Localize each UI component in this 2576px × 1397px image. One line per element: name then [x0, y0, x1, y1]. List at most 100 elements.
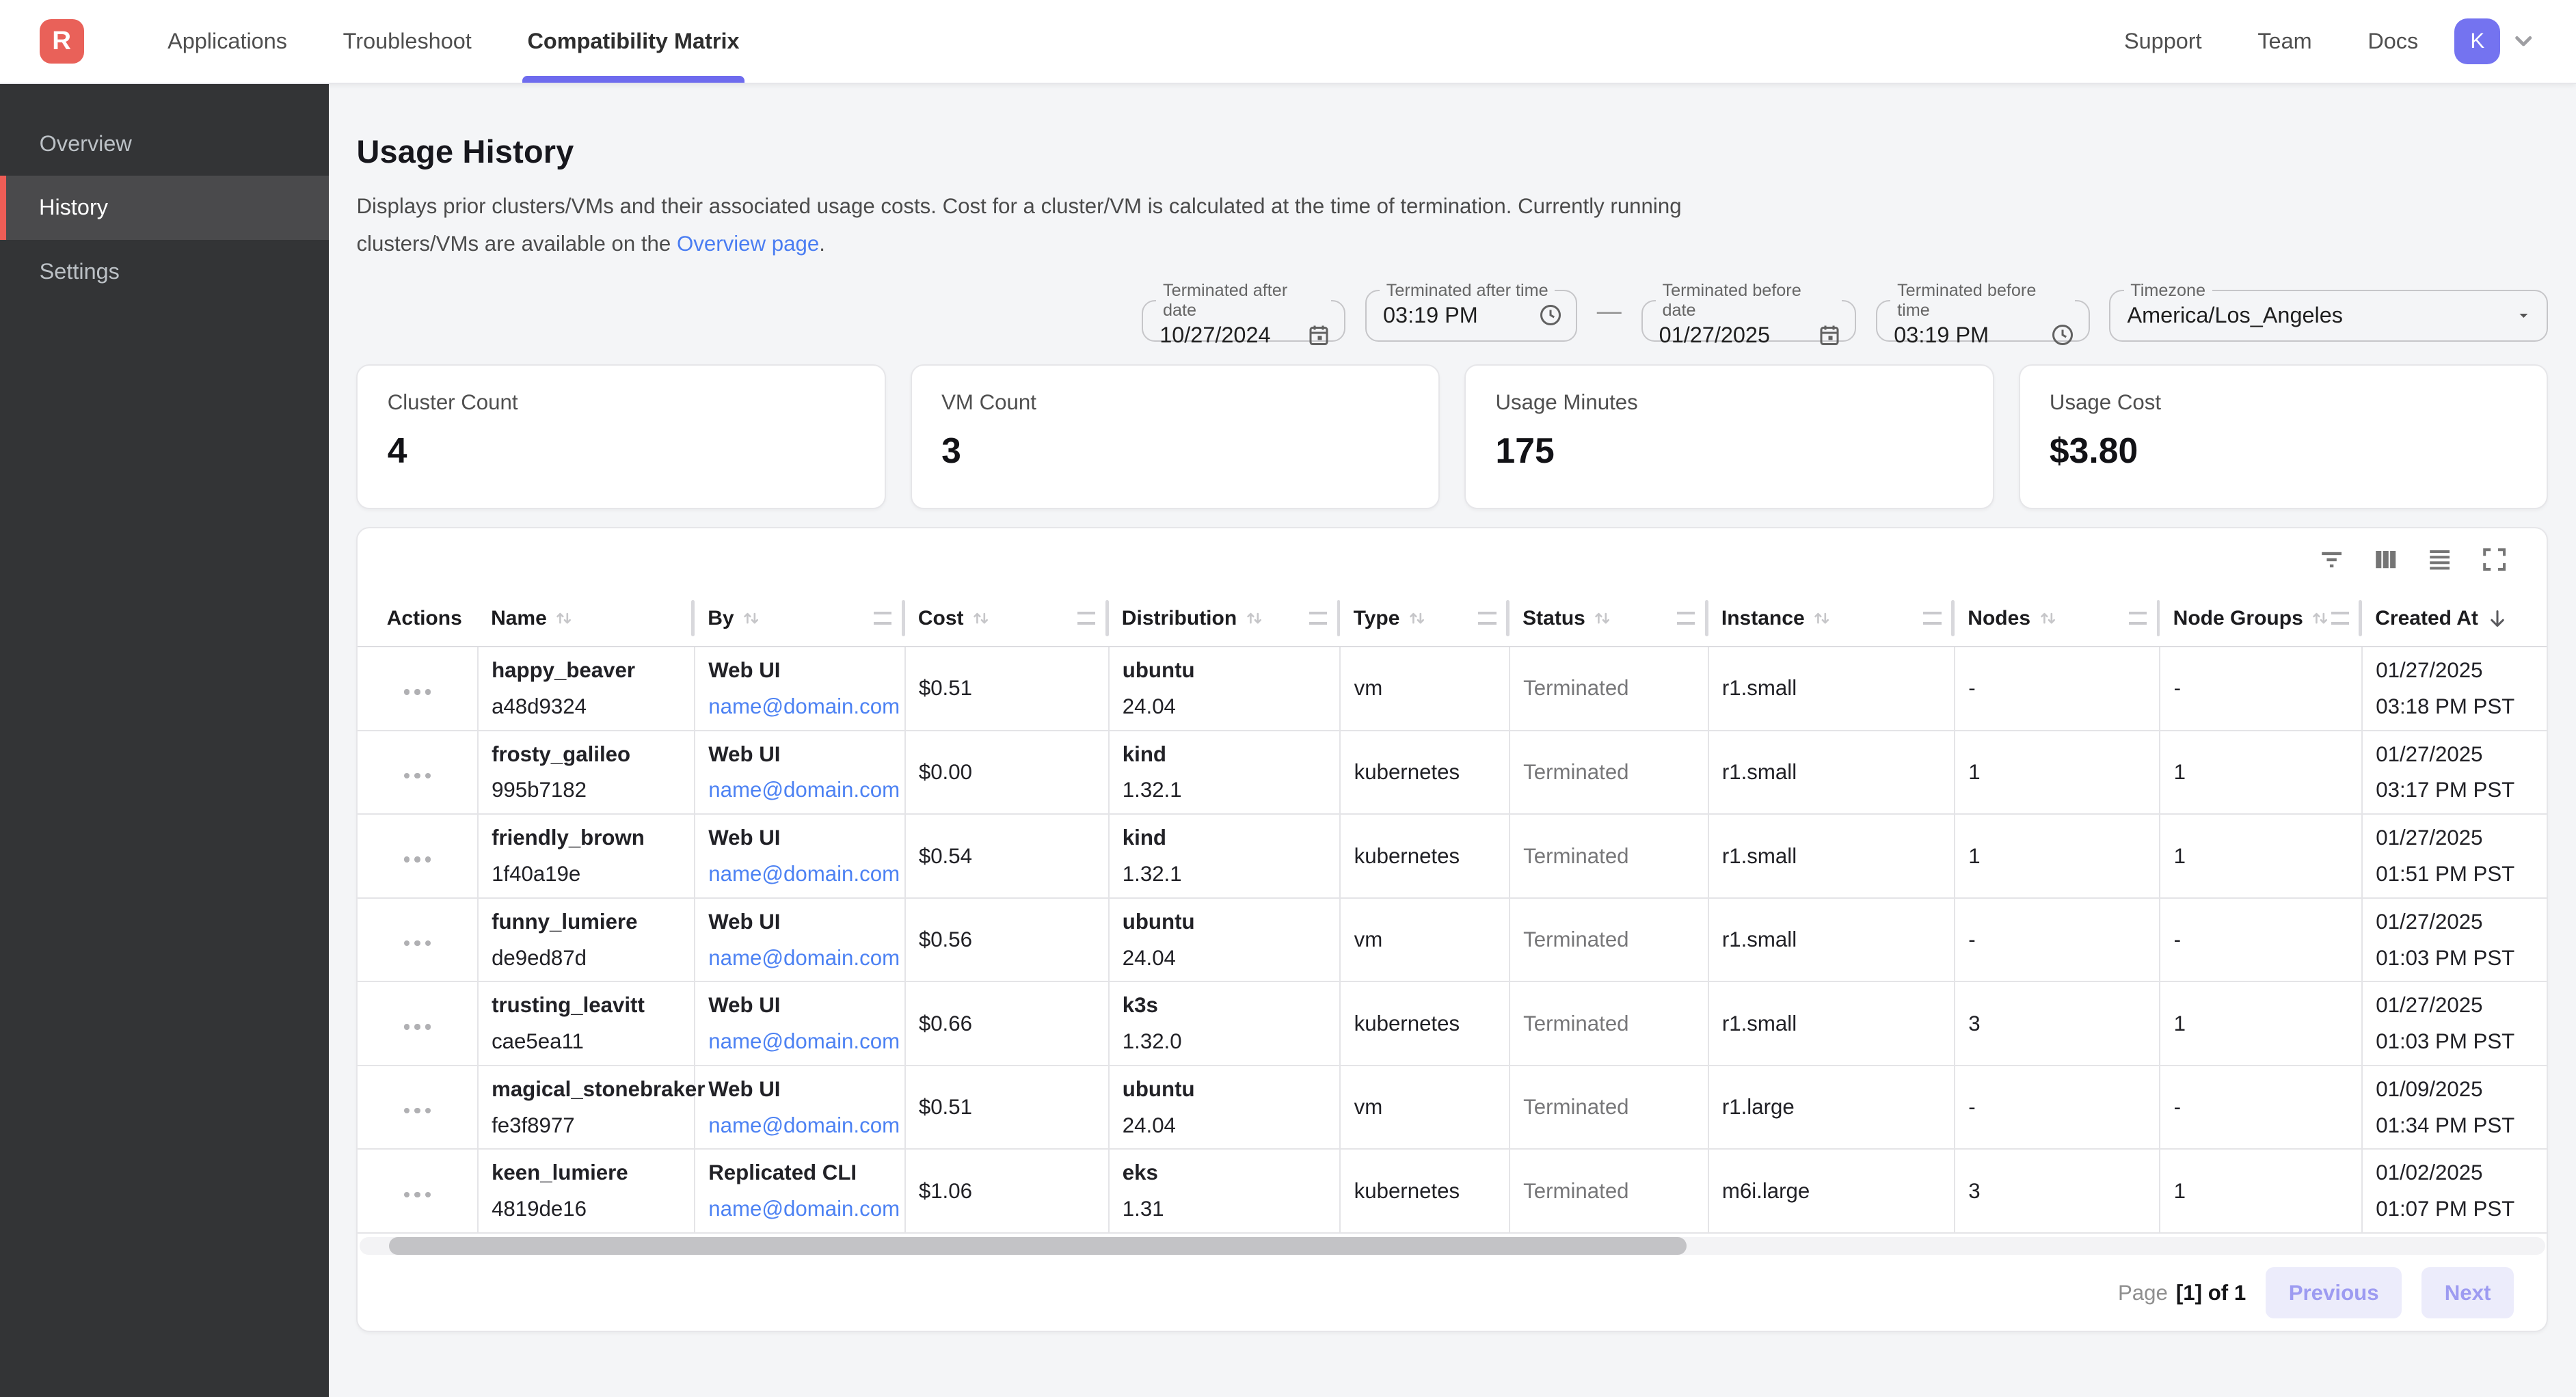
horizontal-scrollbar-track[interactable] [360, 1237, 2545, 1255]
tab-applications[interactable]: Applications [139, 0, 315, 83]
created-by-email-link[interactable]: name@domain.com [708, 946, 900, 970]
nodes-cell: 3 [1955, 981, 2160, 1066]
replicated-logo-icon[interactable]: R [40, 19, 84, 64]
calendar-icon[interactable] [1306, 323, 1331, 347]
distribution-version: 1.32.1 [1123, 862, 1326, 886]
sidebar-item-history[interactable]: History [0, 176, 329, 240]
nav-link-support[interactable]: Support [2124, 29, 2202, 54]
top-nav: R Applications Troubleshoot Compatibilit… [0, 0, 2576, 84]
terminated-before-time-field[interactable]: Terminated before time 03:19 PM [1876, 281, 2089, 342]
column-header-distribution[interactable]: Distribution [1122, 607, 1237, 630]
column-resize-handle[interactable] [2331, 612, 2349, 625]
row-actions-button[interactable] [401, 850, 434, 869]
by-cell: Web UI name@domain.com [695, 1066, 905, 1150]
show-filters-button[interactable] [2309, 537, 2354, 582]
calendar-icon[interactable] [1817, 323, 1842, 347]
overview-page-link[interactable]: Overview page [677, 232, 819, 256]
table-scroll-area[interactable]: Actions Name By [358, 591, 2547, 1234]
terminated-before-time-value[interactable]: 03:19 PM [1894, 323, 1989, 348]
sort-icon[interactable] [740, 608, 762, 629]
row-actions-button[interactable] [401, 683, 434, 702]
previous-page-button[interactable]: Previous [2266, 1267, 2402, 1318]
nav-link-docs[interactable]: Docs [2367, 29, 2418, 54]
sort-icon[interactable] [1406, 608, 1427, 629]
column-divider [902, 600, 905, 636]
sort-icon[interactable] [1592, 608, 1613, 629]
column-header-actions: Actions [387, 607, 462, 630]
sort-icon[interactable] [1244, 608, 1265, 629]
sidebar-item-overview[interactable]: Overview [0, 111, 329, 176]
fullscreen-toggle-button[interactable] [2471, 537, 2517, 582]
row-actions-button[interactable] [401, 1101, 434, 1120]
nodes-cell: 1 [1955, 731, 2160, 815]
clock-icon[interactable] [2050, 323, 2075, 347]
column-header-node-groups[interactable]: Node Groups [2173, 607, 2303, 630]
column-header-by[interactable]: By [708, 607, 734, 630]
clock-icon[interactable] [1538, 303, 1563, 327]
column-header-type[interactable]: Type [1354, 607, 1400, 630]
column-header-name[interactable]: Name [491, 607, 547, 630]
column-resize-handle[interactable] [1309, 612, 1327, 625]
terminated-before-date-value[interactable]: 01/27/2025 [1659, 323, 1770, 348]
sort-desc-icon[interactable] [2485, 606, 2510, 631]
column-header-instance[interactable]: Instance [1721, 607, 1805, 630]
sort-icon[interactable] [553, 608, 574, 629]
row-actions-button[interactable] [401, 766, 434, 785]
row-actions-button[interactable] [401, 934, 434, 953]
column-header-nodes[interactable]: Nodes [1968, 607, 2030, 630]
tab-compatibility-matrix[interactable]: Compatibility Matrix [500, 0, 768, 83]
column-resize-handle[interactable] [1677, 612, 1695, 625]
sort-icon[interactable] [2037, 608, 2058, 629]
show-hide-columns-button[interactable] [2363, 537, 2409, 582]
density-toggle-button[interactable] [2417, 537, 2463, 582]
sort-icon[interactable] [1811, 608, 1832, 629]
created-time: 01:34 PM PST [2376, 1113, 2542, 1138]
tab-troubleshoot[interactable]: Troubleshoot [315, 0, 500, 83]
distribution-version: 24.04 [1123, 946, 1326, 971]
nav-link-team[interactable]: Team [2257, 29, 2311, 54]
sort-icon[interactable] [2309, 608, 2331, 629]
terminated-before-date-label: Terminated before date [1656, 281, 1842, 321]
distribution-cell: eks 1.31 [1109, 1149, 1341, 1233]
row-actions-button[interactable] [401, 1185, 434, 1204]
created-by-email-link[interactable]: name@domain.com [708, 1197, 900, 1221]
chevron-down-icon[interactable] [2510, 28, 2536, 54]
column-resize-handle[interactable] [1923, 612, 1941, 625]
column-resize-handle[interactable] [2129, 612, 2147, 625]
column-header-created-at[interactable]: Created At [2375, 607, 2478, 630]
created-by-email-link[interactable]: name@domain.com [708, 694, 900, 718]
instance-cell: r1.small [1708, 647, 1955, 731]
created-time: 01:07 PM PST [2376, 1197, 2542, 1221]
sort-icon[interactable] [970, 608, 991, 629]
row-actions-button[interactable] [401, 1018, 434, 1037]
terminated-after-time-field[interactable]: Terminated after time 03:19 PM [1365, 281, 1577, 342]
terminated-after-date-value[interactable]: 10/27/2024 [1159, 323, 1270, 348]
terminated-before-date-field[interactable]: Terminated before date 01/27/2025 [1641, 281, 1857, 342]
dropdown-caret-icon[interactable] [2514, 306, 2534, 325]
type-cell: kubernetes [1340, 731, 1510, 815]
created-by-email-link[interactable]: name@domain.com [708, 1113, 900, 1137]
distribution-version: 1.32.0 [1123, 1029, 1326, 1054]
description-line1: Displays prior clusters/VMs and their as… [356, 194, 1681, 218]
created-by-email-link[interactable]: name@domain.com [708, 862, 900, 886]
cluster-name: magical_stonebraker [492, 1077, 681, 1102]
by-cell: Replicated CLI name@domain.com [695, 1149, 905, 1233]
created-by-email-link[interactable]: name@domain.com [708, 1029, 900, 1053]
column-resize-handle[interactable] [1077, 612, 1095, 625]
created-at-cell: 01/27/2025 01:03 PM PST [2362, 898, 2547, 982]
column-resize-handle[interactable] [1478, 612, 1496, 625]
column-header-status[interactable]: Status [1522, 607, 1585, 630]
terminated-after-time-value[interactable]: 03:19 PM [1383, 303, 1478, 328]
column-divider [1951, 600, 1955, 636]
created-by-email-link[interactable]: name@domain.com [708, 778, 900, 802]
horizontal-scrollbar-thumb[interactable] [389, 1237, 1687, 1255]
terminated-after-date-field[interactable]: Terminated after date 10/27/2024 [1142, 281, 1345, 342]
avatar[interactable]: K [2454, 18, 2500, 64]
next-page-button[interactable]: Next [2421, 1267, 2514, 1318]
created-date: 01/02/2025 [2376, 1161, 2542, 1185]
timezone-select[interactable]: Timezone America/Los_Angeles [2109, 281, 2548, 342]
column-header-cost[interactable]: Cost [918, 607, 964, 630]
sidebar-item-settings[interactable]: Settings [0, 240, 329, 304]
column-resize-handle[interactable] [874, 612, 891, 625]
timezone-value[interactable]: America/Los_Angeles [2127, 303, 2343, 328]
